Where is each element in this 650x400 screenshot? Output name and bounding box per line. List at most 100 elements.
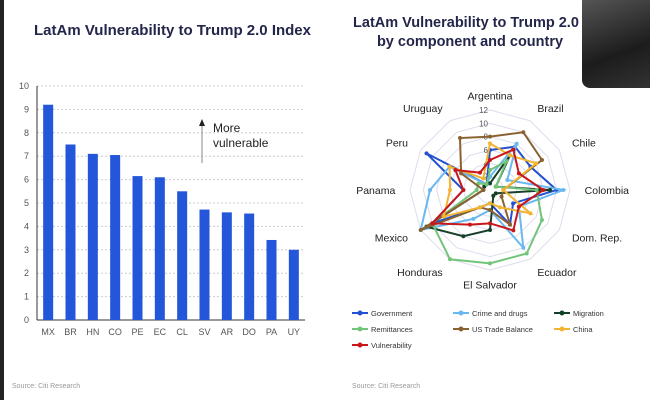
- legend-label: Crime and drugs: [472, 309, 528, 318]
- radar-point: [504, 159, 509, 164]
- legend-label: US Trade Balance: [472, 325, 533, 334]
- x-tick-label: DO: [242, 327, 256, 337]
- radar-point: [534, 188, 539, 192]
- bar-UY: [288, 249, 299, 320]
- radar-axis-label: Uruguay: [403, 103, 443, 115]
- bar-CL: [177, 191, 188, 320]
- y-tick-label: 3: [24, 245, 29, 255]
- radar-tick-label: 2: [484, 173, 489, 182]
- radar-point: [458, 136, 462, 141]
- radar-point: [511, 228, 516, 233]
- radar-point: [488, 181, 492, 186]
- radar-tick-label: 12: [479, 106, 488, 115]
- y-tick-label: 6: [24, 175, 29, 185]
- radar-axis-label: Colombia: [585, 185, 630, 197]
- radar-point: [481, 188, 486, 192]
- radar-tick-label: 10: [479, 119, 488, 128]
- y-tick-label: 5: [24, 198, 29, 208]
- radar-point: [428, 188, 432, 192]
- y-tick-label: 0: [24, 315, 29, 325]
- radar-title-line2: by component and country: [376, 34, 564, 50]
- radar-point: [482, 184, 487, 189]
- radar-point: [488, 208, 492, 212]
- radar-tick-label: 6: [484, 146, 489, 155]
- x-tick-label: CL: [176, 327, 188, 337]
- legend-marker: [357, 310, 363, 316]
- y-tick-label: 7: [24, 151, 29, 161]
- x-tick-label: PA: [266, 327, 277, 337]
- legend-label: Government: [371, 309, 413, 318]
- y-tick-label: 4: [24, 221, 29, 231]
- radar-point: [508, 153, 512, 158]
- radar-axis-label: Mexico: [375, 232, 408, 244]
- x-tick-label: BR: [64, 327, 77, 337]
- radar-point: [488, 158, 492, 162]
- radar-point: [521, 130, 526, 135]
- radar-point: [461, 234, 466, 239]
- y-tick-label: 2: [24, 268, 29, 278]
- radar-point: [488, 201, 492, 206]
- radar-point: [514, 141, 519, 146]
- x-tick-label: UY: [288, 327, 301, 337]
- radar-point: [493, 191, 498, 196]
- legend-marker: [559, 310, 565, 316]
- radar-point: [424, 151, 429, 156]
- x-tick-label: AR: [221, 327, 234, 337]
- radar-point: [488, 168, 492, 172]
- radar-point: [481, 176, 486, 181]
- radar-chart-title: LatAm Vulnerability to Trump 2.0 I by com…: [345, 14, 595, 52]
- radar-point: [430, 221, 435, 226]
- radar-point: [524, 251, 529, 256]
- radar-point: [476, 181, 481, 186]
- legend-marker: [357, 342, 363, 348]
- webcam-thumbnail: [582, 0, 650, 88]
- radar-point: [488, 134, 492, 139]
- radar-point: [511, 201, 516, 206]
- annotation-text: More: [213, 121, 241, 135]
- radar-axis-label: Brazil: [537, 103, 563, 115]
- x-tick-label: PE: [131, 327, 143, 337]
- bar-PA: [266, 239, 277, 320]
- radar-point: [453, 168, 458, 172]
- radar-point: [478, 170, 482, 175]
- radar-axis-label: Panama: [356, 185, 395, 197]
- x-tick-label: CO: [108, 327, 122, 337]
- radar-axis-label: Argentina: [468, 90, 513, 102]
- legend-marker: [458, 326, 464, 332]
- radar-point: [448, 188, 452, 192]
- radar-axis-label: Peru: [386, 138, 408, 150]
- legend-marker: [357, 326, 363, 332]
- radar-point: [539, 218, 544, 222]
- radar-point: [534, 161, 539, 166]
- bar-CO: [110, 155, 121, 320]
- y-tick-label: 10: [19, 81, 29, 91]
- radar-point: [474, 188, 479, 192]
- y-tick-label: 1: [24, 292, 29, 302]
- radar-point: [561, 188, 566, 192]
- radar-point: [521, 245, 526, 250]
- radar-title-line1: LatAm Vulnerability to Trump 2.0 I: [353, 15, 587, 31]
- bar-chart-title: LatAm Vulnerability to Trump 2.0 Index: [34, 22, 311, 39]
- radar-point: [488, 141, 492, 146]
- radar-point: [505, 178, 510, 182]
- x-tick-label: EC: [154, 327, 167, 337]
- annotation-text: vulnerable: [213, 136, 269, 150]
- radar-point: [499, 194, 504, 199]
- radar-point: [511, 147, 516, 152]
- radar-point: [484, 182, 489, 187]
- radar-point: [541, 188, 546, 192]
- radar-point: [516, 171, 521, 176]
- bar-DO: [244, 213, 255, 320]
- radar-point: [488, 228, 492, 232]
- radar-point: [501, 188, 506, 192]
- bar-BR: [65, 144, 76, 320]
- radar-point: [471, 216, 476, 221]
- source-right: Source: Citi Research: [352, 383, 421, 390]
- bar-EC: [154, 177, 165, 320]
- bar-PE: [132, 176, 143, 320]
- bar-MX: [43, 104, 54, 320]
- legend-label: Migration: [573, 309, 604, 318]
- radar-point: [548, 188, 552, 192]
- radar-point: [488, 261, 492, 266]
- radar-point: [491, 193, 496, 198]
